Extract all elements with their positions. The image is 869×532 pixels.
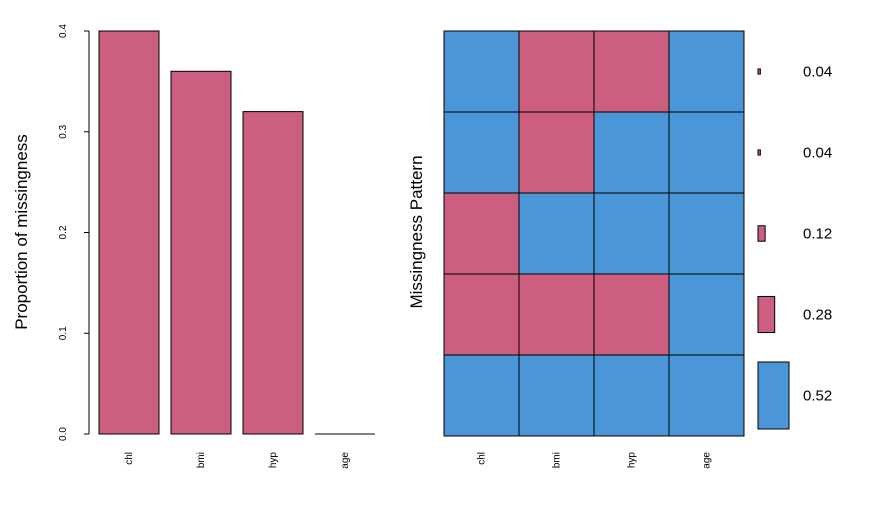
bar-x-tick-label: age bbox=[340, 452, 351, 469]
pattern-proportion-bar bbox=[757, 295, 776, 334]
heatmap-cell bbox=[443, 111, 520, 194]
pattern-proportion-label: 0.12 bbox=[803, 226, 832, 243]
heatmap-cell bbox=[443, 273, 520, 356]
bar-x-tick-label: bmi bbox=[196, 452, 207, 468]
bar-x-tick-label: chl bbox=[124, 452, 135, 465]
heatmap-cell bbox=[668, 111, 745, 194]
heatmap-cell bbox=[518, 273, 595, 356]
heatmap-cell bbox=[668, 30, 745, 113]
pattern-proportion-label: 0.04 bbox=[803, 64, 832, 81]
pattern-proportion-bar bbox=[757, 225, 766, 242]
bar-y-tick-label: 0.3 bbox=[58, 124, 69, 138]
bar-bmi bbox=[170, 70, 232, 435]
heatmap-cell bbox=[593, 192, 670, 275]
heatmap-cell bbox=[668, 192, 745, 275]
heatmap-cell bbox=[518, 354, 595, 437]
heatmap-x-tick-label: bmi bbox=[552, 452, 563, 468]
pattern-proportion-label: 0.52 bbox=[803, 388, 832, 405]
bar-y-tick-label: 0.2 bbox=[58, 225, 69, 239]
pattern-proportion-bar bbox=[757, 361, 790, 430]
pattern-heatmap-panel: Missingness Pattern chl bmi hyp age 0.04 0.04… bbox=[407, 30, 832, 469]
heatmap-cell bbox=[443, 192, 520, 275]
pattern-proportion-bar bbox=[757, 149, 761, 156]
pattern-proportion-bar bbox=[757, 68, 761, 75]
heatmap-cell bbox=[518, 192, 595, 275]
heatmap-cell bbox=[593, 273, 670, 356]
heatmap-cell bbox=[518, 111, 595, 194]
heatmap-cell bbox=[593, 111, 670, 194]
heatmap-cell bbox=[443, 30, 520, 113]
heatmap-cell bbox=[668, 354, 745, 437]
heatmap-x-tick-label: hyp bbox=[627, 452, 638, 469]
heatmap-x-tick-label: age bbox=[702, 452, 713, 469]
bar-x-tick-label: hyp bbox=[268, 452, 279, 469]
heatmap-x-tick-label: chl bbox=[477, 452, 488, 465]
pattern-proportion-label: 0.04 bbox=[803, 145, 832, 162]
pattern-proportion-label: 0.28 bbox=[803, 307, 832, 324]
heatmap-cell bbox=[443, 354, 520, 437]
bar-y-tick-label: 0.0 bbox=[58, 427, 69, 441]
bar-y-axis-title: Proportion of missingness bbox=[12, 134, 31, 330]
bar-chart-panel: Proportion of missingness 0.0 0.1 0.2 0.3 0.… bbox=[12, 24, 375, 469]
heatmap-cell bbox=[593, 30, 670, 113]
heatmap-cell bbox=[668, 273, 745, 356]
heatmap-cell bbox=[593, 354, 670, 437]
heatmap-cell bbox=[518, 30, 595, 113]
bar-y-tick-label: 0.4 bbox=[58, 24, 69, 38]
bar-chl bbox=[98, 30, 160, 435]
bar-y-tick-label: 0.1 bbox=[58, 326, 69, 340]
heatmap-y-axis-title: Missingness Pattern bbox=[407, 155, 426, 308]
bar-hyp bbox=[242, 111, 304, 435]
